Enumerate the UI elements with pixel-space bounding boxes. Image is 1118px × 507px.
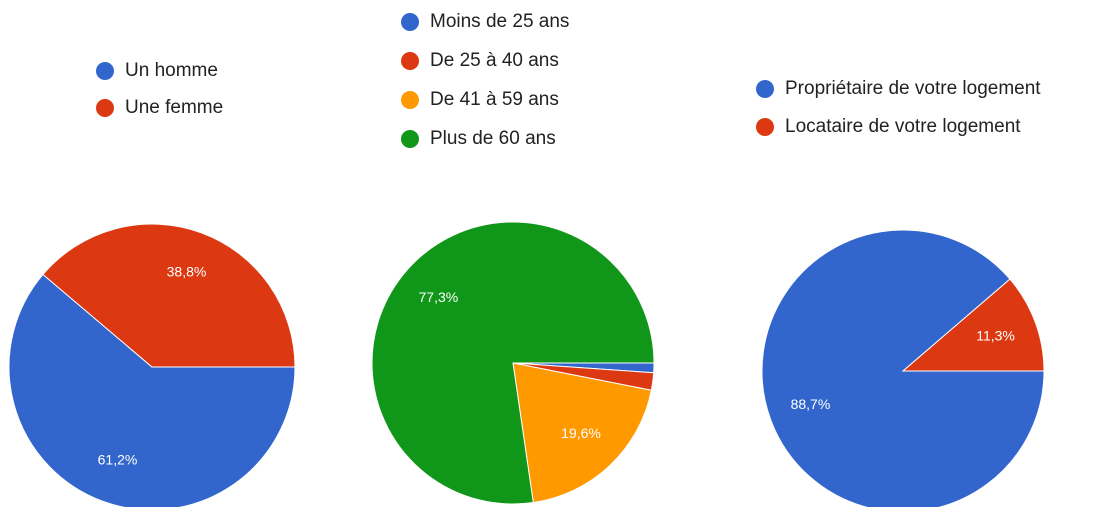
pie-slice xyxy=(901,278,1045,372)
legend-label: Locataire de votre logement xyxy=(785,116,1021,137)
pie-slice xyxy=(8,273,296,507)
legend-label: De 41 à 59 ans xyxy=(430,89,559,110)
slice-label: 11,3% xyxy=(976,327,1015,343)
legend-marker xyxy=(756,118,774,136)
legend-marker xyxy=(401,52,419,70)
legend-marker xyxy=(401,130,419,148)
legend-marker xyxy=(96,62,114,80)
legend-label: Plus de 60 ans xyxy=(430,128,556,149)
legend-marker xyxy=(756,80,774,98)
pie-slice xyxy=(371,221,655,505)
pie-slice xyxy=(761,229,1045,507)
slice-label: 77,3% xyxy=(419,289,459,305)
pie-slice xyxy=(42,223,296,368)
slice-label: 88,7% xyxy=(791,396,831,412)
legend-marker xyxy=(401,91,419,109)
legend-label: De 25 à 40 ans xyxy=(430,50,559,71)
slice-label: 61,2% xyxy=(98,452,138,468)
legend-label: Un homme xyxy=(125,60,218,81)
legend-marker xyxy=(401,13,419,31)
slice-label: 38,8% xyxy=(167,264,207,280)
pie-slice xyxy=(512,362,652,504)
slice-label: 19,6% xyxy=(561,425,601,441)
legend-label: Une femme xyxy=(125,97,223,118)
legend-label: Propriétaire de votre logement xyxy=(785,78,1041,99)
legend-label: Moins de 25 ans xyxy=(430,11,569,32)
legend-marker xyxy=(96,99,114,117)
